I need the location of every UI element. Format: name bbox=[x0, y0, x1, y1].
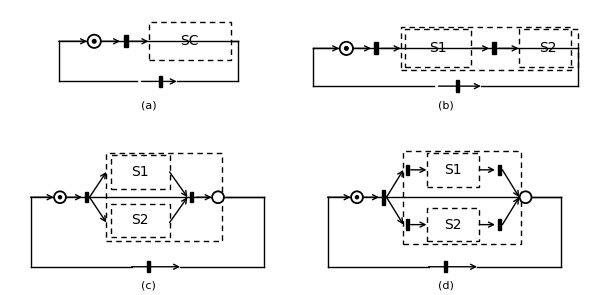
Circle shape bbox=[91, 39, 97, 44]
Bar bbox=[403, 151, 522, 244]
Text: S1: S1 bbox=[429, 41, 447, 55]
Circle shape bbox=[58, 195, 62, 199]
Circle shape bbox=[351, 191, 363, 203]
Bar bbox=[492, 42, 495, 54]
Bar bbox=[456, 80, 459, 92]
Circle shape bbox=[344, 46, 349, 51]
Bar bbox=[147, 261, 150, 272]
Text: S2: S2 bbox=[539, 41, 557, 55]
Bar bbox=[85, 192, 88, 202]
Bar bbox=[159, 76, 162, 87]
Circle shape bbox=[54, 191, 66, 203]
Bar bbox=[148, 22, 231, 60]
Bar bbox=[374, 42, 378, 54]
Bar bbox=[382, 190, 385, 205]
Circle shape bbox=[212, 191, 224, 203]
Text: (d): (d) bbox=[438, 281, 453, 291]
Text: (b): (b) bbox=[438, 100, 453, 110]
Bar bbox=[426, 153, 479, 187]
Bar bbox=[426, 208, 479, 242]
Text: (c): (c) bbox=[141, 281, 156, 291]
Text: S1: S1 bbox=[444, 163, 462, 177]
Bar bbox=[124, 35, 128, 47]
Text: S2: S2 bbox=[131, 213, 149, 227]
Circle shape bbox=[520, 191, 532, 203]
Bar bbox=[110, 204, 169, 237]
Text: S2: S2 bbox=[444, 218, 462, 232]
Bar bbox=[110, 155, 169, 189]
Text: (a): (a) bbox=[141, 100, 156, 110]
Bar bbox=[498, 165, 501, 175]
Bar bbox=[401, 27, 571, 70]
Text: S1: S1 bbox=[131, 165, 149, 179]
Bar bbox=[106, 153, 222, 242]
Circle shape bbox=[340, 42, 353, 55]
Bar bbox=[190, 192, 193, 202]
Bar bbox=[405, 30, 472, 67]
Bar bbox=[406, 165, 409, 175]
Circle shape bbox=[355, 195, 359, 199]
Text: SC: SC bbox=[181, 34, 199, 48]
Bar bbox=[498, 219, 501, 230]
Circle shape bbox=[87, 35, 101, 48]
Bar bbox=[444, 261, 447, 272]
Bar bbox=[519, 30, 577, 67]
Bar bbox=[406, 219, 409, 230]
